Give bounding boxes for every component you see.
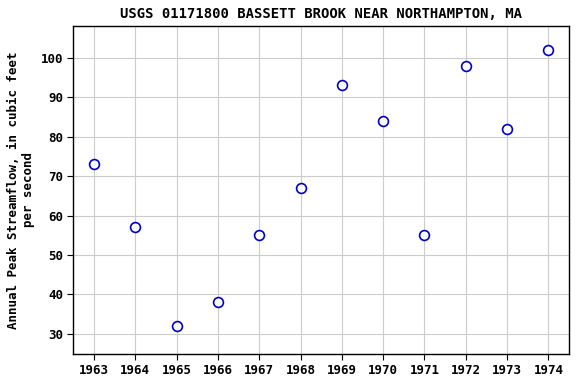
Point <box>255 232 264 238</box>
Point <box>338 82 347 88</box>
Point <box>296 185 305 191</box>
Point <box>172 323 181 329</box>
Point <box>502 126 511 132</box>
Point <box>378 118 388 124</box>
Point <box>213 299 222 305</box>
Point <box>131 224 140 230</box>
Point <box>544 47 553 53</box>
Title: USGS 01171800 BASSETT BROOK NEAR NORTHAMPTON, MA: USGS 01171800 BASSETT BROOK NEAR NORTHAM… <box>120 7 522 21</box>
Y-axis label: Annual Peak Streamflow, in cubic feet
per second: Annual Peak Streamflow, in cubic feet pe… <box>7 51 35 329</box>
Point <box>420 232 429 238</box>
Point <box>89 161 98 167</box>
Point <box>461 63 471 69</box>
